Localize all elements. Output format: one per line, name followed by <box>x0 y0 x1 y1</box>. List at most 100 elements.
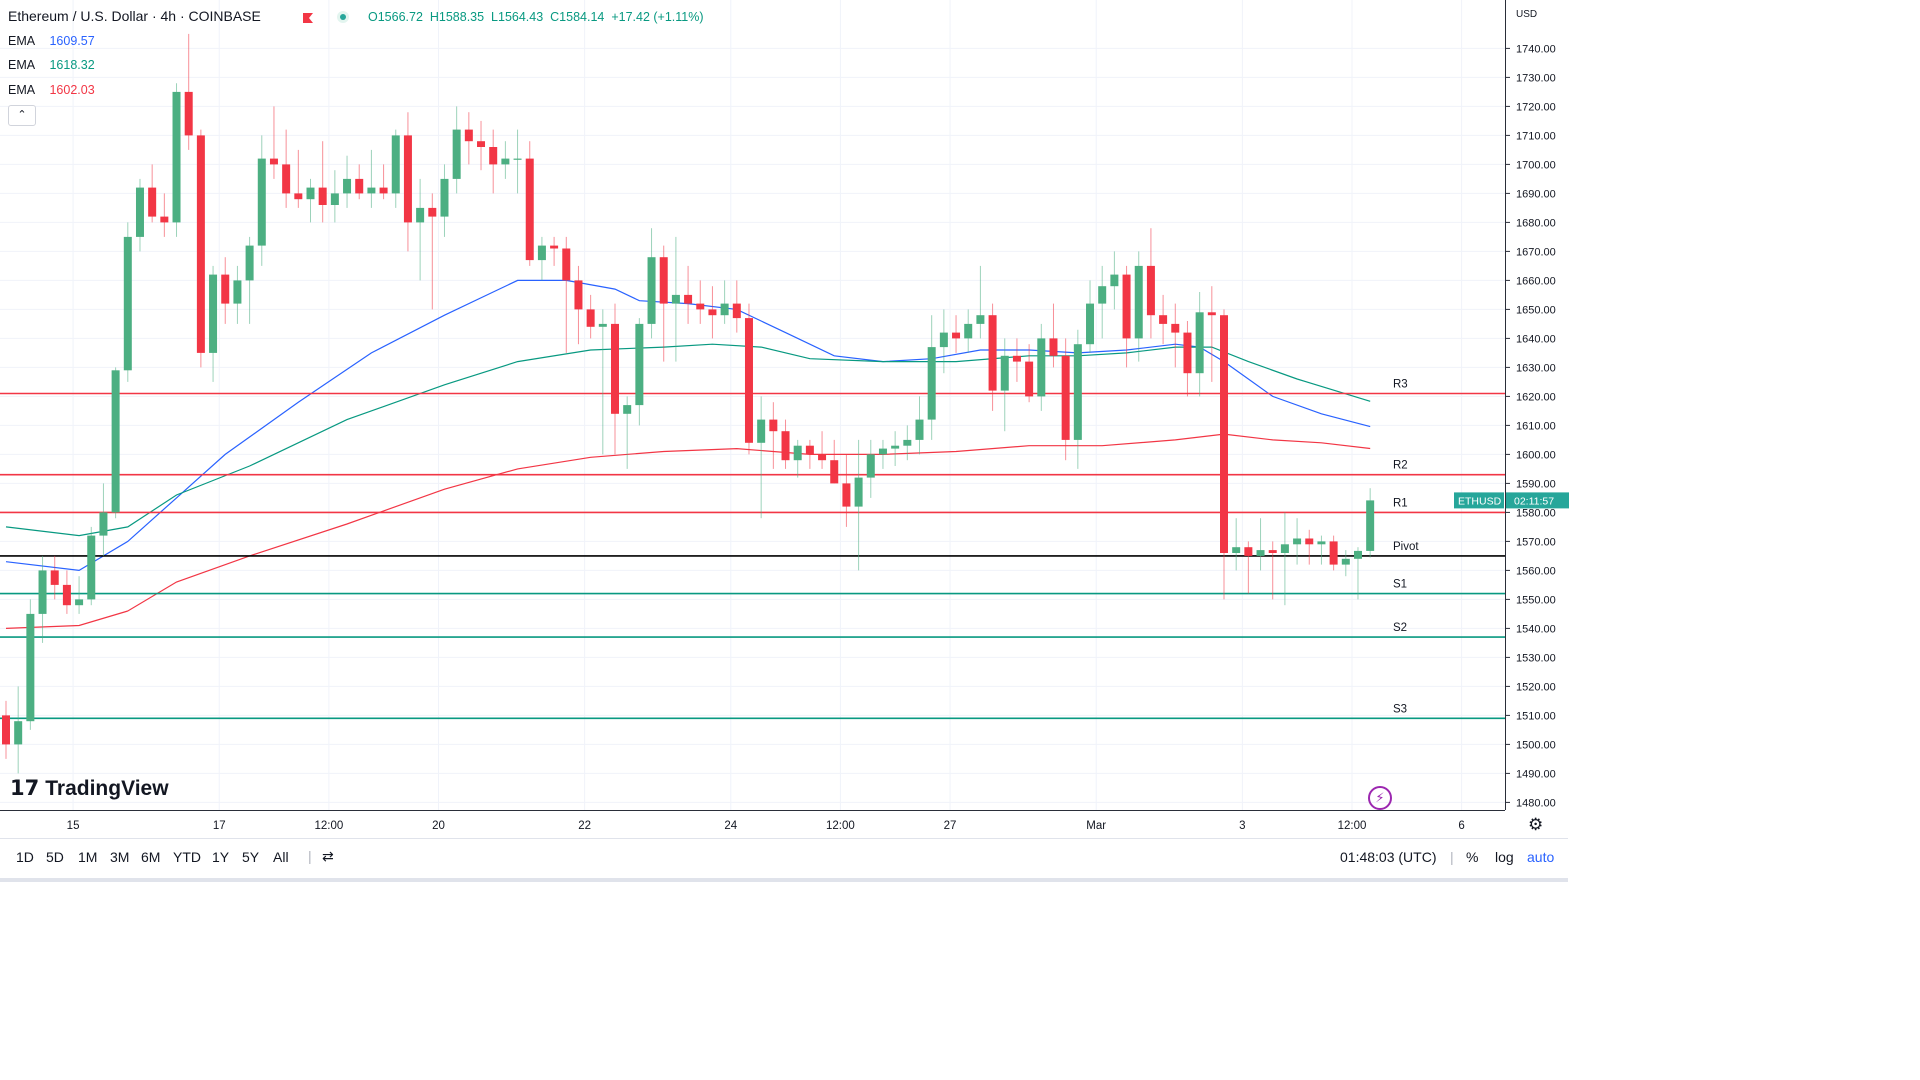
candle-body <box>550 245 559 249</box>
candle-body <box>1366 500 1375 551</box>
price-tick-label: 1620.00 <box>1516 391 1556 403</box>
price-tick-label: 1590.00 <box>1516 478 1556 490</box>
time-tick-label: 12:00 <box>314 820 343 832</box>
percent-toggle[interactable]: % <box>1466 849 1479 865</box>
candle-body <box>927 347 936 420</box>
candle-body <box>854 477 863 507</box>
candle-body <box>1220 315 1228 553</box>
utc-clock[interactable]: 01:48:03 (UTC) <box>1340 849 1437 865</box>
candle-body <box>1329 541 1338 565</box>
candle-body <box>1122 274 1131 339</box>
gear-icon[interactable]: ⚙ <box>1528 815 1544 834</box>
range-ytd[interactable]: YTD <box>173 849 201 865</box>
price-tag-box <box>1506 492 1569 509</box>
candle-body <box>647 257 656 324</box>
candle-body <box>1025 361 1034 397</box>
time-axis[interactable]: 15 17 12:00 20 22 24 12:00 27 Mar 3 12:00 6 <box>0 810 1505 839</box>
price-chart[interactable]: R3 R2 R1 Pivot S1 S2 S3 ETHUSD <box>0 0 1505 810</box>
time-tick-label: 6 <box>1458 820 1464 832</box>
candle-body <box>1073 344 1082 440</box>
ema-value: 1609.57 <box>49 34 95 48</box>
candle-body <box>757 419 766 443</box>
candle-body <box>148 187 157 217</box>
ema-legend-2[interactable]: EMA 1618.32 <box>8 58 95 72</box>
candle-body <box>1012 355 1021 362</box>
range-1m[interactable]: 1M <box>78 849 98 865</box>
level-label-pivot: Pivot <box>1393 541 1419 553</box>
price-tick-label: 1640.00 <box>1516 333 1556 345</box>
ohlc-low: L1564.43 <box>491 10 544 24</box>
range-1d[interactable]: 1D <box>16 849 34 865</box>
candle-body <box>866 454 875 478</box>
candle-body <box>355 178 364 194</box>
symbol-title[interactable]: Ethereum / U.S. Dollar · 4h · COINBASE <box>8 8 261 24</box>
candle-body <box>172 91 181 223</box>
range-6m[interactable]: 6M <box>141 849 161 865</box>
tv-logo-icon: 𝟭𝟳 <box>10 777 40 800</box>
price-tick-label: 1490.00 <box>1516 768 1556 780</box>
price-tick-label: 1480.00 <box>1516 797 1556 809</box>
collapse-legend-button[interactable]: ⌃ <box>8 105 36 126</box>
candle-body <box>1353 550 1362 559</box>
price-tick-label: 1610.00 <box>1516 420 1556 432</box>
level-label-s2: S2 <box>1393 622 1407 634</box>
candle-body <box>525 158 534 261</box>
ema-legend-1[interactable]: EMA 1609.57 <box>8 34 95 48</box>
ema-legend-3[interactable]: EMA 1602.03 <box>8 83 95 97</box>
time-tick-label: 20 <box>432 820 445 832</box>
ohlc-open: O1566.72 <box>368 10 423 24</box>
candle-body <box>1232 547 1241 553</box>
tradingview-logo[interactable]: 𝟭𝟳 TradingView <box>10 776 169 801</box>
candle-body <box>1146 265 1155 316</box>
candle-body <box>62 584 71 606</box>
price-tick-label: 1510.00 <box>1516 710 1556 722</box>
candle-body <box>1317 541 1326 545</box>
candle-body <box>842 483 851 507</box>
candle-body <box>233 280 242 304</box>
candle-body <box>26 613 35 722</box>
candle-body <box>87 535 96 600</box>
log-toggle[interactable]: log <box>1495 849 1514 865</box>
candle-body <box>1183 332 1192 374</box>
currency-label: USD <box>1516 9 1537 20</box>
time-tick-label: 22 <box>578 820 591 832</box>
level-label-s1: S1 <box>1393 579 1407 591</box>
candle-body <box>269 158 278 165</box>
candle-body <box>1037 338 1046 397</box>
ema-label: EMA <box>8 83 36 97</box>
separator: | <box>1450 849 1454 865</box>
range-3m[interactable]: 3M <box>110 849 130 865</box>
symbol-tag-label: ETHUSD <box>1458 495 1502 507</box>
price-tick-label: 1710.00 <box>1516 130 1556 142</box>
candle-body <box>671 294 680 304</box>
price-axis[interactable]: 1480.00 1490.00 1500.00 1510.00 1520.00 1530.… <box>1505 0 1569 810</box>
range-5d[interactable]: 5D <box>46 849 64 865</box>
candle-body <box>379 187 388 194</box>
candle-body <box>452 129 461 179</box>
auto-toggle[interactable]: auto <box>1527 849 1555 865</box>
candle-body <box>915 419 924 440</box>
candle-body <box>1110 274 1119 287</box>
range-all[interactable]: All <box>273 849 289 865</box>
ema-line <box>5 343 1371 537</box>
candle-body <box>1134 265 1143 339</box>
candle-body <box>1341 558 1350 565</box>
date-range-icon[interactable]: ⇄ <box>322 848 334 864</box>
candle-body <box>952 332 961 339</box>
ohlc-close: C1584.14 <box>550 10 605 24</box>
candle-body <box>744 318 753 443</box>
level-label-r1: R1 <box>1393 497 1408 509</box>
lightning-icon[interactable]: ⚡ <box>1368 786 1392 810</box>
candle-body <box>696 303 705 310</box>
candle-body <box>976 315 985 324</box>
candle-body <box>318 187 327 205</box>
price-tick-label: 1730.00 <box>1516 72 1556 84</box>
range-5y[interactable]: 5Y <box>242 849 260 865</box>
candle-body <box>964 323 973 339</box>
candle-body <box>805 445 814 455</box>
range-1y[interactable]: 1Y <box>212 849 230 865</box>
candle-body <box>184 91 193 136</box>
candle-body <box>14 721 23 745</box>
candle-body <box>684 294 693 304</box>
flag-icon[interactable] <box>302 12 314 24</box>
